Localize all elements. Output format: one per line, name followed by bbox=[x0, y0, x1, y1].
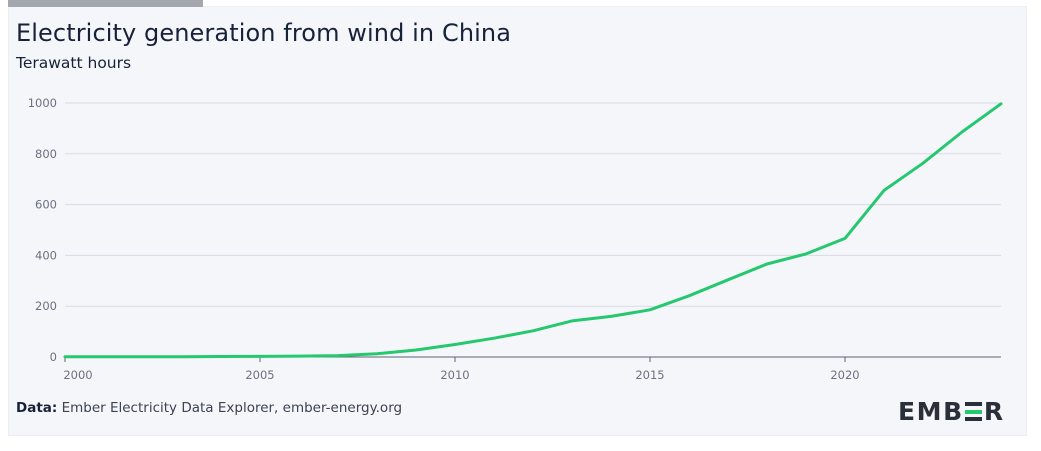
y-tick-label-400: 400 bbox=[35, 248, 57, 262]
data-point-2011[interactable] bbox=[488, 332, 500, 344]
y-tick-labels: 0 200 400 600 800 1000 bbox=[28, 96, 57, 364]
x-tick-label-2020: 2020 bbox=[830, 368, 859, 382]
series-line-0[interactable] bbox=[63, 102, 1003, 359]
data-point-2003[interactable] bbox=[176, 351, 188, 363]
logo-text-start: EMB bbox=[898, 397, 964, 426]
chart-card bbox=[8, 6, 1027, 436]
series-layer bbox=[59, 98, 1007, 363]
data-point-2009[interactable] bbox=[410, 344, 422, 356]
data-point-2002[interactable] bbox=[137, 351, 149, 363]
data-point-2023[interactable] bbox=[956, 126, 968, 138]
x-tick-labels: 2000 2005 2010 2015 2020 bbox=[63, 368, 859, 382]
x-tick-label-2000: 2000 bbox=[63, 368, 92, 382]
y-tick-label-800: 800 bbox=[35, 147, 57, 161]
data-point-2010[interactable] bbox=[449, 338, 461, 350]
data-point-2014[interactable] bbox=[605, 310, 617, 322]
data-point-2013[interactable] bbox=[566, 315, 578, 327]
bottom-strip bbox=[8, 436, 1027, 451]
top-tab-indicator bbox=[8, 0, 203, 7]
data-point-2019[interactable] bbox=[800, 248, 812, 260]
data-point-2020[interactable] bbox=[839, 232, 851, 244]
x-tick-label-2010: 2010 bbox=[440, 368, 469, 382]
data-point-2000[interactable] bbox=[59, 351, 71, 363]
data-point-2012[interactable] bbox=[527, 325, 539, 337]
data-point-2008[interactable] bbox=[371, 348, 383, 360]
data-point-2001[interactable] bbox=[98, 351, 110, 363]
ember-logo[interactable]: EMB R bbox=[898, 397, 1005, 426]
logo-text-end: R bbox=[983, 397, 1005, 426]
logo-e-bar-0 bbox=[964, 402, 982, 406]
logo-e-bar-2 bbox=[964, 417, 982, 421]
chart-title: Electricity generation from wind in Chin… bbox=[16, 19, 512, 47]
data-point-2006[interactable] bbox=[293, 350, 305, 362]
logo-e-mark-icon bbox=[964, 402, 982, 421]
data-point-2007[interactable] bbox=[332, 350, 344, 362]
data-point-2015[interactable] bbox=[644, 304, 656, 316]
x-tick-label-2005: 2005 bbox=[245, 368, 274, 382]
data-point-2021[interactable] bbox=[878, 184, 890, 196]
logo-e-bar-1 bbox=[964, 409, 982, 414]
data-point-2018[interactable] bbox=[761, 258, 773, 270]
data-point-2017[interactable] bbox=[722, 274, 734, 286]
data-point-2016[interactable] bbox=[683, 290, 695, 302]
data-source-text[interactable]: Ember Electricity Data Explorer, ember-e… bbox=[61, 400, 403, 416]
data-point-2005[interactable] bbox=[254, 350, 266, 362]
x-tick-label-2015: 2015 bbox=[635, 368, 664, 382]
data-point-2004[interactable] bbox=[215, 350, 227, 362]
y-tick-label-0: 0 bbox=[50, 350, 57, 364]
data-point-2024[interactable] bbox=[995, 98, 1007, 110]
y-tick-label-1000: 1000 bbox=[28, 96, 57, 110]
data-source-prefix: Data: bbox=[16, 400, 58, 416]
data-point-2022[interactable] bbox=[917, 157, 929, 169]
grid-lines bbox=[65, 102, 1001, 307]
data-source: Data: Ember Electricity Data Explorer, e… bbox=[16, 400, 402, 416]
chart-subtitle: Terawatt hours bbox=[16, 54, 132, 72]
y-tick-label-200: 200 bbox=[35, 299, 57, 313]
y-tick-label-600: 600 bbox=[35, 198, 57, 212]
